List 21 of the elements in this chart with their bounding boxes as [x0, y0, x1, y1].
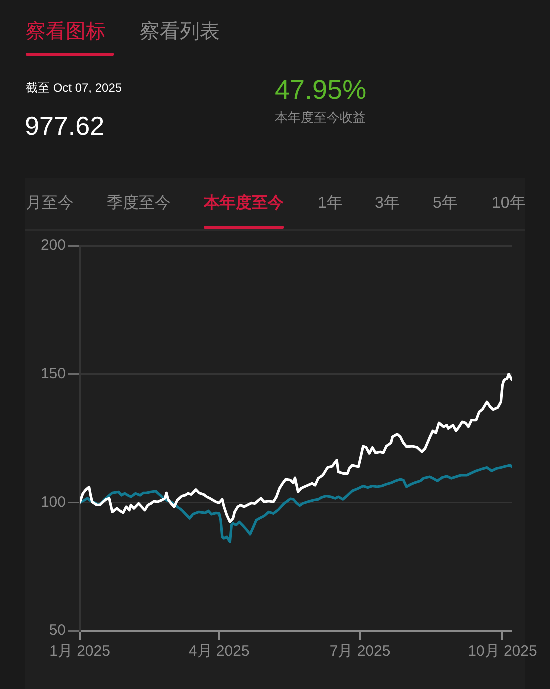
- text: 47.95%: [275, 75, 367, 106]
- y-tick-label: 50: [49, 622, 66, 640]
- text: 截至 Oct 07, 2025: [26, 81, 122, 96]
- text: 本年度至今收益: [275, 110, 366, 126]
- y-tick-label: 150: [40, 365, 66, 382]
- text: 察看列表: [140, 21, 220, 44]
- x-tick-label: 10月 2025: [468, 643, 538, 660]
- text: 977.62: [25, 111, 105, 142]
- text: 5年: [433, 195, 458, 214]
- x-tick-label: 1月 2025: [50, 643, 110, 660]
- text: 察看图标: [26, 21, 106, 44]
- text: 3年: [375, 195, 400, 214]
- text: 10年: [492, 195, 526, 214]
- text: 本年度至今: [204, 195, 284, 214]
- x-tick-label: 7月 2025: [330, 643, 391, 660]
- x-tick-label: 4月 2025: [188, 643, 250, 660]
- y-tick-label: 100: [40, 494, 66, 511]
- text: 1年: [318, 195, 343, 214]
- y-tick-label: 200: [40, 237, 66, 254]
- text: 季度至今: [107, 195, 171, 214]
- text: 月至今: [26, 195, 74, 214]
